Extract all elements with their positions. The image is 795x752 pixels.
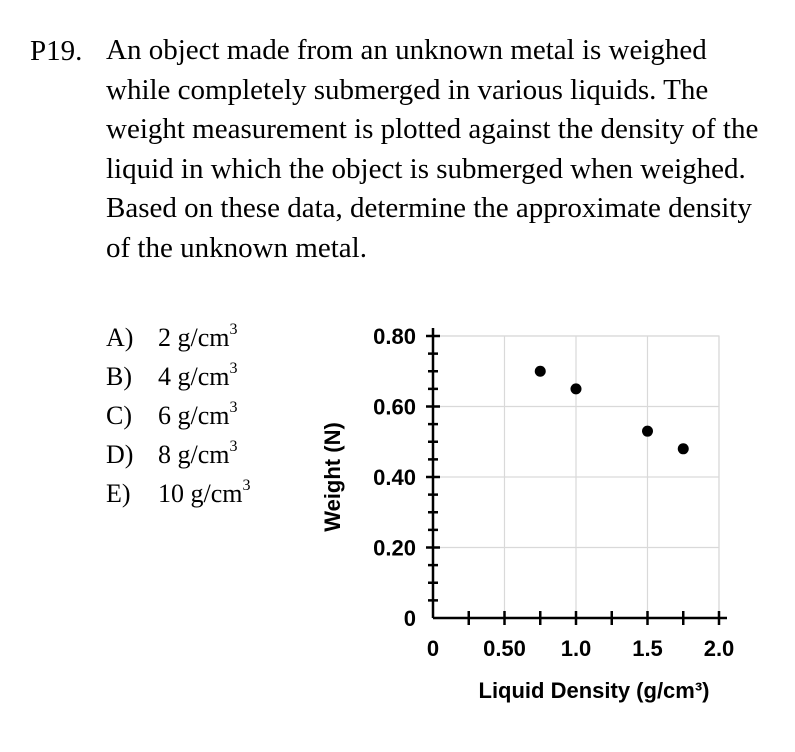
choice-exponent: 3 xyxy=(229,321,238,338)
x-tick-label: 1.0 xyxy=(561,636,592,661)
y-tick-label: 0 xyxy=(404,606,416,631)
data-point xyxy=(534,365,546,377)
x-tick-label: 0 xyxy=(427,636,439,661)
choice-value: 2 g/cm xyxy=(158,323,230,352)
problem-number: P19. xyxy=(30,35,83,67)
answer-choices: A) 2 g/cm3 B) 4 g/cm3 C) 6 g/cm3 D) 8 g/cm3 … xyxy=(106,320,251,515)
y-axis-label: Weight (N) xyxy=(320,422,345,532)
problem-text: An object made from an unknown metal is … xyxy=(106,34,759,264)
choice-a: A) 2 g/cm3 xyxy=(106,320,251,359)
choice-d: D) 8 g/cm3 xyxy=(106,437,251,476)
data-point xyxy=(570,383,582,395)
choice-b: B) 4 g/cm3 xyxy=(106,359,251,398)
choice-letter: B) xyxy=(106,362,132,391)
y-tick-label: 0.80 xyxy=(373,324,416,349)
choice-letter: A) xyxy=(106,323,134,352)
x-tick-label: 0.50 xyxy=(483,636,526,661)
choice-value: 10 g/cm xyxy=(158,479,243,508)
choice-value: 6 g/cm xyxy=(158,401,230,430)
y-tick-label: 0.40 xyxy=(373,465,416,490)
choice-exponent: 3 xyxy=(229,360,238,377)
choice-e: E) 10 g/cm3 xyxy=(106,476,251,515)
choice-value: 8 g/cm xyxy=(158,440,230,469)
x-tick-label: 2.0 xyxy=(704,636,735,661)
data-point xyxy=(677,443,689,455)
choice-value: 4 g/cm xyxy=(158,362,230,391)
x-tick-label: 1.5 xyxy=(632,636,663,661)
y-tick-label: 0.20 xyxy=(373,536,416,561)
choice-exponent: 3 xyxy=(229,399,238,416)
choice-c: C) 6 g/cm3 xyxy=(106,398,251,437)
choice-letter: D) xyxy=(106,440,134,469)
data-point xyxy=(642,425,653,437)
choice-letter: E) xyxy=(106,479,131,508)
choice-exponent: 3 xyxy=(242,477,251,494)
y-tick-label: 0.60 xyxy=(373,395,416,420)
choice-letter: C) xyxy=(106,401,132,430)
x-axis-label: Liquid Density (g/cm³) xyxy=(479,678,710,703)
choice-exponent: 3 xyxy=(229,438,238,455)
